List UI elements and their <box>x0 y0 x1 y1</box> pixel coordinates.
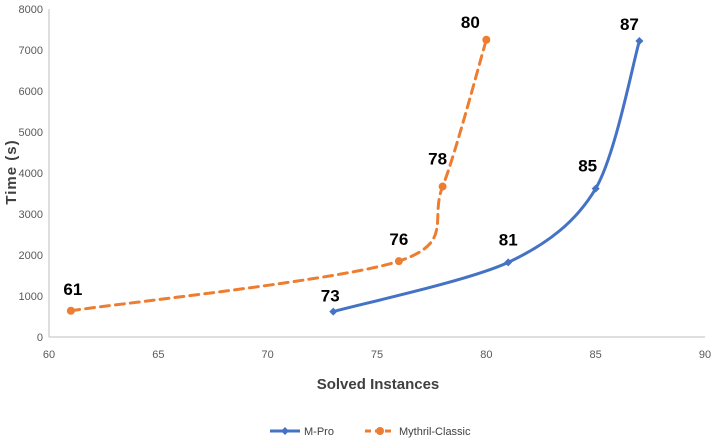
x-tick-label: 75 <box>371 349 383 361</box>
data-labels: 73 81 85 87 61 76 78 80 <box>63 13 638 306</box>
y-axis-title: Time (s) <box>3 139 20 204</box>
data-point <box>394 257 403 266</box>
y-tick-label: 6000 <box>19 86 43 98</box>
y-tick-label: 5000 <box>19 127 43 139</box>
x-tick-label: 85 <box>590 349 602 361</box>
data-label: 73 <box>321 287 340 306</box>
data-point <box>504 258 513 267</box>
data-label: 81 <box>499 230 518 249</box>
data-point <box>635 36 644 45</box>
data-label: 61 <box>63 280 82 299</box>
y-tick-label: 8000 <box>19 4 43 16</box>
y-tick-label: 0 <box>37 332 43 344</box>
x-tick-label: 80 <box>480 349 492 361</box>
axes <box>48 9 705 338</box>
series-line-m-pro <box>331 39 641 314</box>
data-label: 85 <box>578 157 597 176</box>
series-layer <box>66 35 644 316</box>
y-tick-labels: 0 1000 2000 3000 4000 5000 6000 7000 8000 <box>19 4 43 344</box>
x-tick-label: 60 <box>43 349 55 361</box>
data-label: 76 <box>389 230 408 249</box>
y-tick-label: 2000 <box>19 250 43 262</box>
y-tick-label: 3000 <box>19 209 43 221</box>
y-tick-label: 4000 <box>19 168 43 180</box>
y-tick-label: 1000 <box>19 291 43 303</box>
data-point <box>482 35 491 44</box>
legend-label: Mythril-Classic <box>399 426 471 438</box>
x-tick-label: 65 <box>152 349 164 361</box>
data-label: 78 <box>428 150 447 169</box>
data-point <box>329 307 338 316</box>
data-label: 87 <box>620 15 639 34</box>
legend-marker <box>376 427 384 435</box>
x-tick-label: 70 <box>262 349 274 361</box>
data-label: 80 <box>461 13 480 32</box>
x-axis-title: Solved Instances <box>317 376 440 393</box>
data-point <box>591 184 600 193</box>
data-point <box>438 182 447 191</box>
x-tick-labels: 60 65 70 75 80 85 90 <box>43 349 711 361</box>
x-tick-label: 90 <box>699 349 711 361</box>
data-point <box>66 306 75 315</box>
series-line-mythril-classic <box>69 38 488 313</box>
legend: M-Pro Mythril-Classic <box>270 426 471 438</box>
legend-marker <box>281 427 289 435</box>
legend-label: M-Pro <box>304 426 334 438</box>
y-tick-label: 7000 <box>19 45 43 57</box>
